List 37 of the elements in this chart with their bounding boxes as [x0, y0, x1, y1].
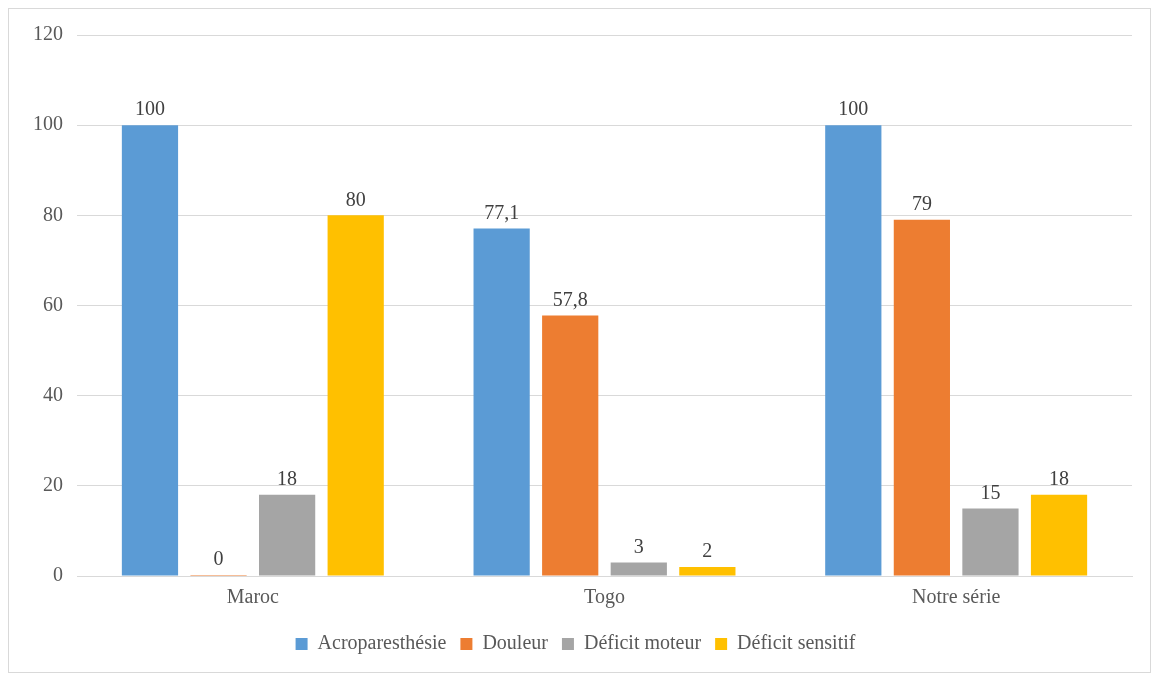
bar: [121, 125, 179, 576]
data-label: 3: [633, 534, 644, 557]
bar: [1030, 494, 1088, 576]
data-label: 100: [134, 97, 165, 120]
bar: [893, 219, 950, 576]
legend-label: Douleur: [482, 631, 549, 654]
data-label: 57,8: [552, 287, 588, 310]
bar: [473, 228, 530, 576]
x-tick-label: Togo: [584, 585, 625, 609]
bar: [327, 215, 384, 576]
x-tick-label: Notre série: [912, 585, 1001, 608]
y-tick-label: 0: [53, 563, 63, 586]
legend-label: Déficit moteur: [583, 631, 702, 654]
bar: [610, 562, 667, 576]
y-tick-label: 80: [43, 202, 63, 225]
y-tick-label: 40: [43, 382, 63, 405]
data-label: 80: [345, 187, 366, 210]
bar: [962, 508, 1019, 576]
data-label: 100: [838, 97, 869, 120]
data-label: 18: [1049, 467, 1070, 490]
bar: [259, 494, 316, 576]
y-tick-label: 60: [43, 292, 63, 315]
bar: [542, 315, 599, 576]
legend-label: Déficit sensitif: [737, 631, 856, 654]
bar: [825, 125, 882, 576]
data-label: 77,1: [484, 200, 520, 223]
data-label: 0: [213, 547, 224, 570]
bar: [679, 566, 736, 576]
data-label: 2: [702, 539, 713, 562]
legend-label: Acroparesthésie: [317, 631, 447, 655]
data-label: 79: [911, 192, 932, 215]
data-label: 15: [980, 480, 1001, 503]
y-tick-label: 20: [43, 473, 63, 496]
y-tick-label: 100: [33, 112, 63, 135]
x-tick-label: Maroc: [226, 585, 280, 608]
y-tick-label: 120: [33, 22, 63, 45]
data-label: 18: [277, 467, 298, 490]
